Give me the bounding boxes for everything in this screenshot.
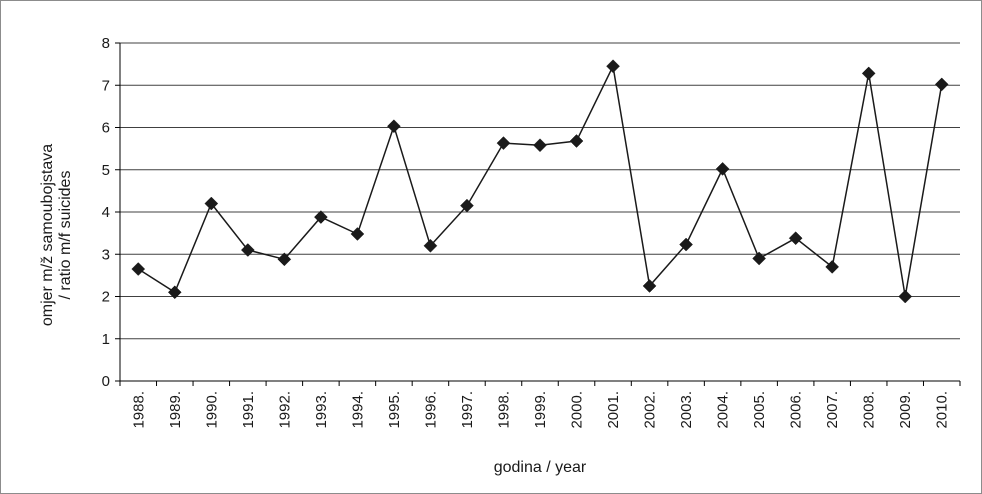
x-tick-label: 2008. <box>861 391 878 429</box>
x-tick-label: 2001. <box>605 391 622 429</box>
x-tick-label: 2004. <box>715 391 732 429</box>
x-tick-label: 1993. <box>313 391 330 429</box>
data-point <box>423 238 438 253</box>
data-point <box>679 237 693 252</box>
data-point <box>131 262 146 276</box>
y-tick-label: 2 <box>102 289 110 306</box>
x-tick-label: 1992. <box>276 391 293 429</box>
y-tick-label: 7 <box>102 77 110 94</box>
data-point <box>715 162 730 176</box>
data-point <box>277 252 292 267</box>
y-axis-title-line-2: / ratio m/f suicides <box>57 171 74 300</box>
y-tick-label: 6 <box>102 120 110 137</box>
y-tick-label: 0 <box>102 373 110 390</box>
x-tick-label: 2006. <box>788 391 805 429</box>
data-point <box>460 198 474 213</box>
data-point <box>825 260 840 274</box>
x-tick-label: 1995. <box>386 391 403 429</box>
series-line <box>137 63 943 297</box>
x-tick-label: 2010. <box>934 391 951 429</box>
data-point <box>861 66 876 81</box>
x-tick-labels: 1988. 1989. 1990. 1991. 1992. 1993. 1994. 1995.… <box>130 391 950 429</box>
x-tick-label: 1988. <box>130 391 147 429</box>
x-tick-label: 1998. <box>495 391 512 429</box>
data-point <box>569 134 584 148</box>
y-tick-label: 3 <box>102 246 110 263</box>
data-point <box>204 196 219 211</box>
data-point <box>533 138 547 153</box>
data-point <box>387 119 401 134</box>
y-tick-label: 5 <box>102 162 110 179</box>
data-point <box>898 289 913 304</box>
x-tick-label: 2007. <box>824 391 841 429</box>
data-point <box>606 59 620 74</box>
y-axis-title-line-1: omjer m/ž samoubojstava <box>39 144 56 326</box>
x-tick-label: 2002. <box>642 391 659 429</box>
series-ratio <box>131 59 949 304</box>
y-tick-label: 4 <box>102 204 110 221</box>
y-tick-label: 8 <box>102 35 110 52</box>
x-tick-label: 2003. <box>678 391 695 429</box>
gridlines <box>120 42 960 340</box>
x-tick-label: 1989. <box>167 391 184 429</box>
data-point <box>350 227 365 241</box>
x-tick-label: 1997. <box>459 391 476 429</box>
data-point <box>167 285 182 300</box>
x-tick-label: 1996. <box>422 391 439 429</box>
x-tick-label: 1994. <box>349 391 366 429</box>
x-axis-title: godina / year <box>494 459 587 476</box>
data-point <box>934 77 949 92</box>
data-point <box>642 279 657 293</box>
x-tick-label: 1991. <box>240 391 257 429</box>
data-point <box>240 243 255 257</box>
y-tick-label: 1 <box>102 331 110 348</box>
x-tick-label: 1990. <box>203 391 220 429</box>
x-tick-label: 2009. <box>897 391 914 429</box>
data-point <box>496 136 511 150</box>
x-tick-label: 1999. <box>532 391 549 429</box>
data-point <box>314 210 328 224</box>
x-tick-label: 2005. <box>751 391 768 429</box>
data-point <box>788 231 803 246</box>
y-tick-labels: 0 1 2 3 4 5 6 7 8 <box>102 35 110 390</box>
axes <box>115 42 961 386</box>
x-tick-label: 2000. <box>569 391 586 429</box>
data-point <box>752 251 766 266</box>
